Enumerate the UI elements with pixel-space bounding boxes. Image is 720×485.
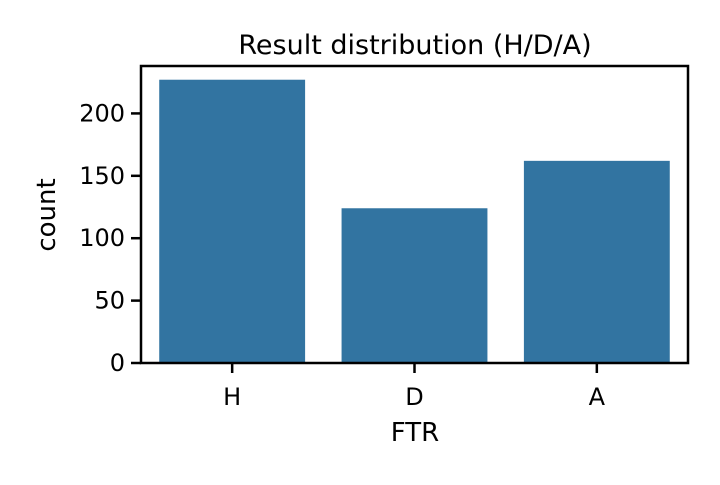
y-tick-label: 50 xyxy=(94,287,125,315)
y-tick-label: 200 xyxy=(79,99,125,127)
y-tick-label: 0 xyxy=(110,349,125,377)
y-tick-label: 100 xyxy=(79,224,125,252)
bar-A xyxy=(523,160,670,363)
x-tick-label: D xyxy=(405,383,423,411)
x-axis-label: FTR xyxy=(391,418,439,448)
x-tick-label: H xyxy=(223,383,241,411)
bar-D xyxy=(341,208,488,363)
bars-group xyxy=(159,79,670,363)
y-axis-label: count xyxy=(32,178,62,251)
bar-H xyxy=(159,79,306,363)
y-axis-ticks: 0 50 100 150 200 xyxy=(79,99,141,377)
y-tick-label: 150 xyxy=(79,162,125,190)
x-tick-label: A xyxy=(589,383,606,411)
chart-title: Result distribution (H/D/A) xyxy=(238,30,591,61)
